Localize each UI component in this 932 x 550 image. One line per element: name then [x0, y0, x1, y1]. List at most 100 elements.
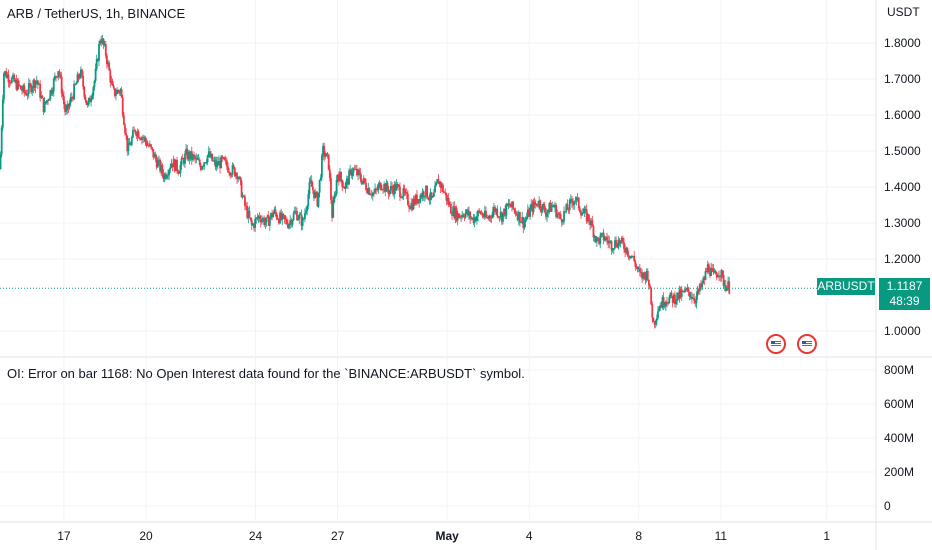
candle-body: [419, 195, 422, 203]
candle-body: [101, 38, 104, 43]
candle-body: [298, 214, 301, 219]
candle-body: [90, 98, 92, 103]
candle-body: [137, 131, 140, 139]
candle-body: [232, 165, 235, 168]
candle-body: [375, 188, 378, 190]
oi-axis[interactable]: 800M 600M 400M 200M 0: [884, 363, 914, 513]
candle-body: [61, 93, 64, 97]
candle-body: [600, 233, 603, 236]
oi-error-message: OI: Error on bar 1168: No Open Interest …: [7, 366, 525, 381]
candle-body: [41, 95, 44, 99]
time-axis[interactable]: 17 20 24 27 May 4 8 11 1: [57, 529, 830, 543]
candle-body: [141, 137, 143, 141]
candle-body: [234, 173, 237, 177]
candle-body: [100, 40, 103, 43]
candle-body: [670, 292, 673, 297]
candle-body: [193, 154, 195, 157]
candle-body: [178, 173, 181, 174]
candle-body: [244, 196, 246, 207]
candle-body: [70, 97, 73, 98]
candle-body: [125, 133, 128, 136]
us-flag-event-icon[interactable]: [766, 334, 786, 354]
candle-body: [268, 218, 271, 226]
candle-body: [513, 208, 516, 211]
candle-body: [496, 208, 499, 217]
candle-body: [394, 184, 397, 191]
candle-body: [460, 216, 462, 218]
candle-body: [139, 138, 142, 141]
candle-body: [649, 285, 651, 288]
candle-body: [559, 214, 562, 220]
candle-body: [246, 206, 249, 218]
candle-body: [373, 192, 375, 194]
candle-body: [625, 247, 628, 253]
candle-body: [685, 289, 688, 290]
candle-body: [64, 104, 66, 112]
candle-body: [688, 291, 691, 297]
oi-tick-label: 400M: [884, 431, 914, 445]
candle-body: [578, 208, 581, 212]
candle-body: [227, 166, 229, 173]
candle-body: [158, 159, 160, 161]
candle-body: [120, 89, 123, 98]
candle-body: [177, 170, 180, 174]
candle-body: [261, 219, 263, 223]
candle-body: [652, 317, 655, 322]
time-tick-label: 20: [139, 529, 153, 543]
candle-body: [218, 161, 220, 166]
candle-body: [525, 217, 528, 220]
candle-body: [522, 217, 525, 229]
candle-body: [345, 178, 348, 183]
candle-body: [76, 74, 79, 84]
candle-body: [207, 151, 210, 156]
candle-body: [339, 172, 341, 182]
candle-body: [558, 214, 561, 216]
candle-body: [681, 290, 684, 292]
candle-body: [116, 90, 118, 94]
candle-body: [15, 79, 18, 90]
candle-body: [172, 159, 175, 168]
us-flag-event-icon[interactable]: [797, 334, 817, 354]
candle-body: [621, 237, 624, 243]
candle-body: [712, 268, 715, 273]
candle-body: [400, 196, 402, 198]
candle-body: [709, 272, 711, 276]
candle-body: [620, 237, 623, 241]
candle-body: [508, 203, 511, 206]
candle-body: [0, 154, 2, 169]
candle-body: [160, 165, 163, 172]
candle-body: [594, 236, 597, 243]
candle-body: [728, 281, 731, 294]
candle-body: [103, 44, 106, 46]
candle-body: [438, 181, 441, 185]
candle-body: [16, 80, 19, 90]
candle-body: [706, 264, 709, 272]
candle-body: [612, 248, 615, 250]
candle-body: [3, 73, 5, 100]
candle-body: [224, 159, 227, 161]
candle-body: [645, 270, 648, 281]
chart-title[interactable]: ARB / TetherUS, 1h, BINANCE: [7, 6, 186, 21]
candle-body: [197, 159, 200, 161]
oi-tick-label: 0: [884, 499, 891, 513]
candle-body: [72, 97, 74, 100]
candle-body: [720, 270, 723, 278]
candle-body: [69, 97, 72, 103]
candle-body: [292, 213, 295, 221]
candle-body: [497, 216, 500, 218]
candle-body: [545, 212, 547, 217]
candle-body: [128, 142, 131, 145]
candle-body: [287, 224, 289, 228]
candle-body: [390, 186, 392, 191]
candle-body: [308, 182, 311, 195]
candle-body: [109, 70, 112, 83]
candle-body: [53, 75, 56, 80]
candle-body: [169, 167, 172, 170]
candle-body: [225, 160, 228, 167]
candle-body: [393, 184, 396, 195]
candle-body: [627, 254, 630, 256]
price-axis[interactable]: 1.8000 1.7000 1.6000 1.5000 1.4000 1.3000 1.20…: [884, 36, 921, 338]
candle-body: [437, 179, 440, 185]
